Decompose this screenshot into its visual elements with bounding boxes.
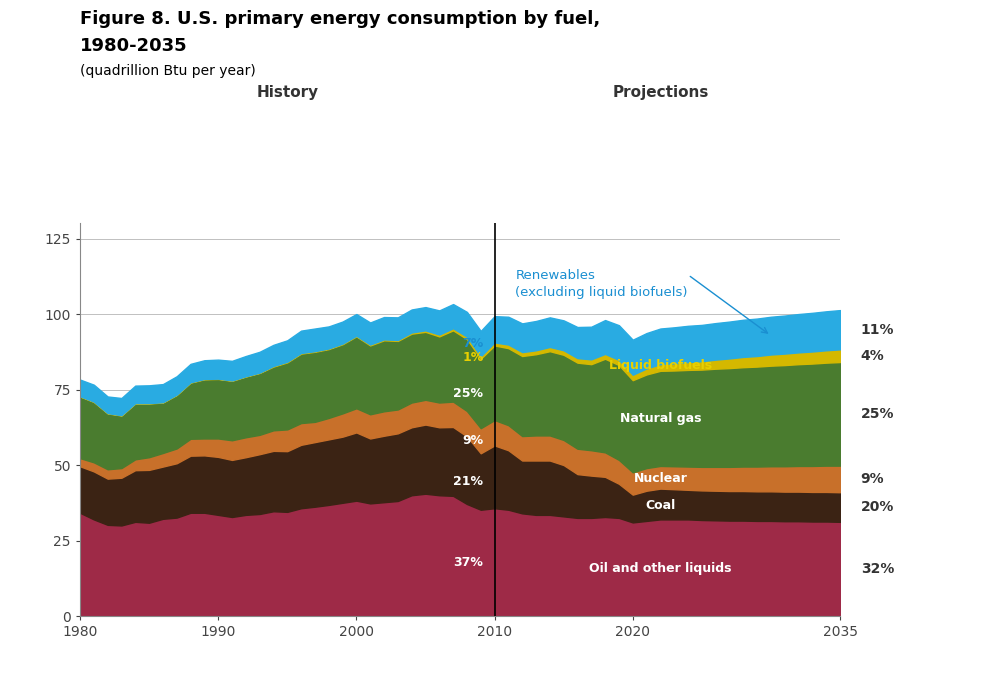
Text: Natural gas: Natural gas xyxy=(620,412,701,424)
Text: 9%: 9% xyxy=(462,434,483,447)
Text: Oil and other liquids: Oil and other liquids xyxy=(589,561,732,575)
Text: 1%: 1% xyxy=(462,351,483,364)
Text: Nuclear: Nuclear xyxy=(633,472,687,485)
Text: 4%: 4% xyxy=(861,349,884,363)
Text: 11%: 11% xyxy=(861,323,894,336)
Text: 25%: 25% xyxy=(453,387,483,400)
Text: 32%: 32% xyxy=(861,562,894,576)
Text: 7%: 7% xyxy=(462,337,483,350)
Text: History: History xyxy=(256,85,318,100)
Text: Renewables
(excluding liquid biofuels): Renewables (excluding liquid biofuels) xyxy=(515,269,688,299)
Text: 21%: 21% xyxy=(453,475,483,488)
Text: 25%: 25% xyxy=(861,407,894,421)
Text: 9%: 9% xyxy=(861,472,884,486)
Text: (quadrillion Btu per year): (quadrillion Btu per year) xyxy=(80,64,256,79)
Text: 20%: 20% xyxy=(861,500,894,514)
Text: Figure 8. U.S. primary energy consumption by fuel,: Figure 8. U.S. primary energy consumptio… xyxy=(80,10,600,28)
Text: Projections: Projections xyxy=(612,85,709,100)
Text: Coal: Coal xyxy=(645,499,675,512)
Text: 37%: 37% xyxy=(454,556,483,569)
Text: Liquid biofuels: Liquid biofuels xyxy=(609,359,712,372)
Text: 1980-2035: 1980-2035 xyxy=(80,37,188,56)
